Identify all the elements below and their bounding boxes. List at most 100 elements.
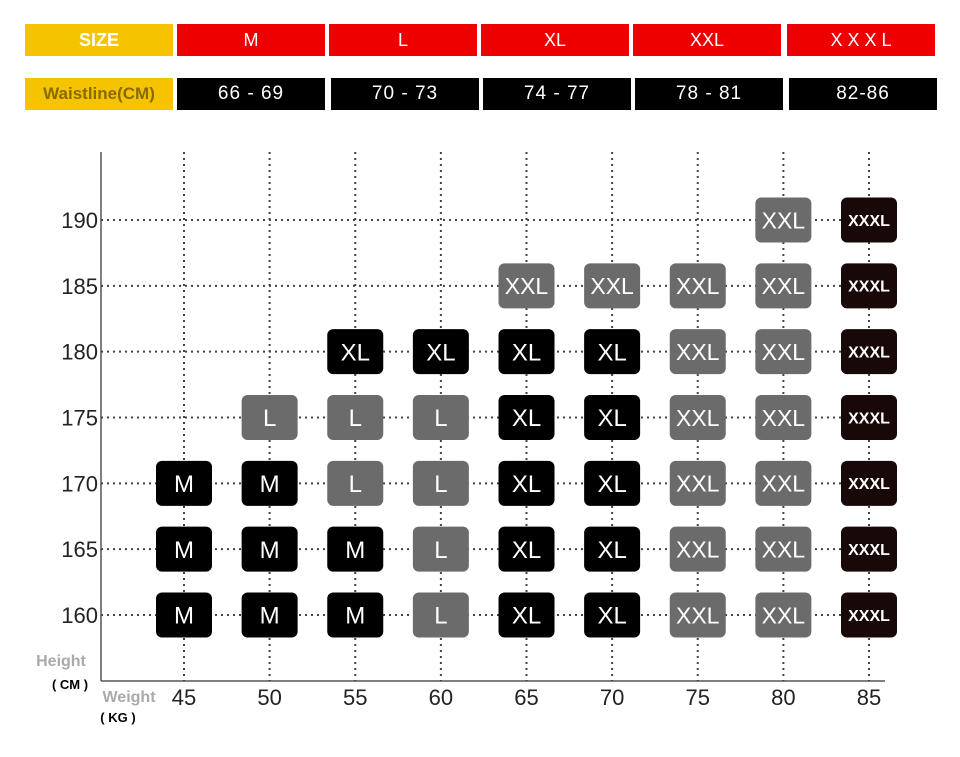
size-badge-label: XL	[512, 537, 541, 564]
size-badge-label: M	[174, 471, 194, 498]
size-badge-label: L	[349, 405, 362, 432]
size-badge-label: XXL	[676, 405, 720, 431]
waist-header-xxxl: 82-86	[789, 78, 937, 110]
y-axis-unit: ( CM )	[52, 677, 88, 692]
size-badge-label: L	[434, 603, 447, 630]
size-badge-label: XL	[512, 405, 541, 432]
size-badge-label: XXL	[676, 339, 720, 365]
size-badge	[327, 395, 384, 440]
size-badge-label: M	[260, 537, 280, 564]
size-badge	[498, 329, 555, 375]
size-badge-label: XXL	[762, 471, 806, 497]
size-badge	[241, 526, 298, 572]
x-tick-label: 85	[857, 685, 881, 710]
size-badge-label: XL	[597, 405, 626, 432]
size-badge	[412, 526, 469, 572]
y-tick-label: 185	[61, 274, 98, 299]
y-axis-title: Height	[36, 653, 86, 670]
size-badge	[156, 526, 212, 572]
y-tick-label: 160	[61, 603, 98, 628]
size-badge-label: XXL	[762, 273, 806, 299]
x-tick-label: 70	[600, 685, 624, 710]
size-header-l: L	[329, 24, 477, 56]
size-badge	[584, 526, 641, 572]
size-badge	[669, 460, 726, 506]
size-badge-label: XXL	[762, 536, 806, 562]
size-badge-label: XXL	[676, 471, 720, 497]
y-tick-label: 180	[61, 340, 98, 365]
size-badge-label: XXXL	[848, 279, 890, 296]
size-header-m: M	[177, 24, 325, 56]
size-badge-label: XL	[597, 339, 626, 366]
size-badge	[669, 395, 726, 440]
size-badge-label: XXL	[762, 207, 806, 233]
y-tick-label: 175	[61, 406, 98, 431]
size-badge-label: XL	[597, 471, 626, 498]
waist-header-text: Waistline(CM)	[43, 84, 155, 103]
size-badge-label: M	[260, 471, 280, 498]
size-badge	[841, 197, 897, 243]
size-badge-label: M	[174, 537, 194, 564]
x-tick-label: 60	[429, 685, 453, 710]
size-badge-label: M	[345, 603, 365, 630]
size-badge-label: XXXL	[848, 344, 890, 361]
size-badge	[755, 395, 812, 440]
size-badge	[755, 526, 812, 572]
size-badge-label: XXXL	[848, 476, 890, 493]
size-badge	[498, 263, 555, 309]
size-header-xl: XL	[481, 24, 629, 56]
size-badge-label: XL	[597, 537, 626, 564]
size-badge	[327, 329, 384, 375]
size-header-label: SIZE	[25, 24, 173, 56]
x-tick-label: 45	[172, 685, 196, 710]
size-badge	[584, 395, 641, 440]
size-badge	[241, 592, 298, 638]
size-badge	[755, 592, 812, 638]
size-badge-label: XXL	[676, 602, 720, 628]
size-header-xxl: XXL	[633, 24, 781, 56]
y-tick-label: 190	[61, 208, 98, 233]
size-badge-label: XL	[512, 339, 541, 366]
x-tick-label: 65	[514, 685, 538, 710]
size-badge-label: L	[434, 471, 447, 498]
size-badge	[669, 526, 726, 572]
waist-header-m: 66 - 69	[177, 78, 325, 110]
size-badge	[498, 592, 555, 638]
size-badge-label: XL	[426, 339, 455, 366]
size-badge	[327, 592, 384, 638]
size-badge	[412, 329, 469, 375]
size-badge-label: XL	[512, 603, 541, 630]
size-badge-label: XXL	[505, 273, 549, 299]
size-badge	[755, 460, 812, 506]
size-badge	[327, 526, 384, 572]
size-header-xxxl: X X X L	[787, 24, 935, 56]
waist-header-xl: 74 - 77	[483, 78, 631, 110]
size-badge	[669, 592, 726, 638]
size-badge	[755, 263, 812, 309]
x-axis-unit: ( KG )	[100, 710, 135, 725]
size-badge-label: XL	[597, 603, 626, 630]
size-badge	[156, 592, 212, 638]
size-badge	[669, 329, 726, 375]
size-badge	[841, 263, 897, 309]
size-badge	[241, 460, 298, 506]
size-badge	[841, 460, 897, 506]
x-tick-label: 50	[257, 685, 281, 710]
size-header-text: SIZE	[78, 29, 119, 50]
size-badge-label: L	[434, 405, 447, 432]
size-badge-label: XXXL	[848, 608, 890, 625]
size-badge	[412, 460, 469, 506]
waist-header-xxl: 78 - 81	[635, 78, 783, 110]
size-badge-label: XXL	[762, 405, 806, 431]
x-tick-label: 75	[686, 685, 710, 710]
size-badge	[841, 592, 897, 638]
size-badge-label: XXL	[676, 273, 720, 299]
size-badge-label: XXL	[762, 602, 806, 628]
size-badge-label: M	[174, 603, 194, 630]
size-badge	[412, 592, 469, 638]
size-badge	[755, 329, 812, 375]
x-tick-label: 55	[343, 685, 367, 710]
size-badge-label: XXXL	[848, 410, 890, 427]
y-tick-label: 170	[61, 471, 98, 496]
size-badge	[584, 329, 641, 375]
